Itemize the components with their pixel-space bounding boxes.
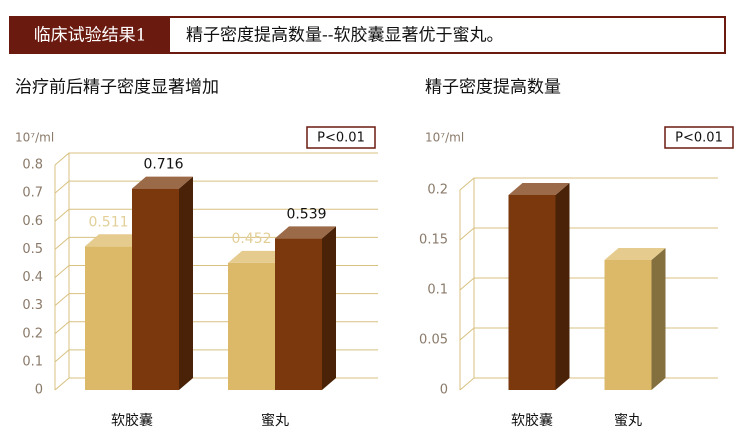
bar-top: [132, 176, 193, 189]
y-tick-label: 0.1: [427, 283, 448, 298]
bar: [508, 195, 556, 390]
grid-line: [54, 152, 378, 166]
y-tick-label: 0.6: [22, 214, 43, 229]
y-unit: 10⁷/ml: [425, 131, 464, 145]
bar: [228, 262, 275, 390]
y-tick-label: 0.8: [22, 158, 43, 173]
bar-top: [508, 183, 570, 195]
chart-title: 精子密度提高数量: [425, 78, 561, 98]
value-label: 0.452: [231, 231, 271, 247]
y-tick-label: 0.7: [22, 186, 43, 201]
annotation-box: [306, 126, 376, 149]
annotation-box: [664, 126, 734, 149]
grid-line: [54, 208, 378, 222]
y-tick-label: 0.2: [427, 183, 448, 198]
grid-line: [459, 377, 718, 391]
bar: [275, 238, 322, 390]
y-tick-label: 0.1: [22, 354, 43, 369]
bar-top: [85, 234, 146, 247]
y-tick-label: 0.05: [419, 333, 448, 348]
bar: [604, 260, 652, 390]
y-tick-label: 0.4: [22, 270, 43, 285]
bar-side: [179, 176, 193, 390]
annotation: P<0.01: [317, 131, 365, 146]
bar-side: [322, 226, 336, 390]
y-tick-label: 0: [440, 383, 448, 398]
value-label: 0.716: [143, 157, 183, 173]
value-label: 0.539: [286, 206, 326, 222]
grid-line: [459, 277, 718, 291]
y-tick-label: 0: [35, 383, 43, 398]
header-tag: 临床试验结果1: [34, 26, 147, 46]
bar: [132, 188, 179, 390]
bar-top: [275, 226, 336, 239]
bar: [85, 246, 132, 390]
header-text: 精子密度提高数量--软胶囊显著优于蜜丸。: [186, 26, 504, 46]
grid-line: [54, 180, 378, 194]
y-unit: 10⁷/ml: [15, 131, 54, 145]
bar-side: [555, 183, 570, 390]
chart-title: 治疗前后精子密度显著增加: [15, 78, 219, 98]
x-tick-label: 软胶囊: [111, 412, 153, 429]
y-tick-label: 0.5: [22, 242, 43, 257]
x-tick-label: 软胶囊: [511, 412, 553, 429]
bar-side: [651, 248, 666, 390]
bar-top: [228, 250, 289, 263]
value-label: 0.511: [88, 214, 128, 230]
annotation: P<0.01: [675, 131, 723, 146]
y-tick-label: 0.2: [22, 326, 43, 341]
y-tick-label: 0.3: [22, 298, 43, 313]
y-tick-label: 0.15: [419, 233, 448, 248]
bar-top: [604, 248, 666, 260]
header-tag-box: [10, 17, 170, 53]
grid-line: [459, 177, 718, 191]
grid-line: [54, 236, 378, 250]
grid-line: [459, 227, 718, 241]
x-tick-label: 蜜丸: [614, 413, 642, 429]
grid-line: [459, 327, 718, 341]
x-tick-label: 蜜丸: [261, 413, 289, 429]
